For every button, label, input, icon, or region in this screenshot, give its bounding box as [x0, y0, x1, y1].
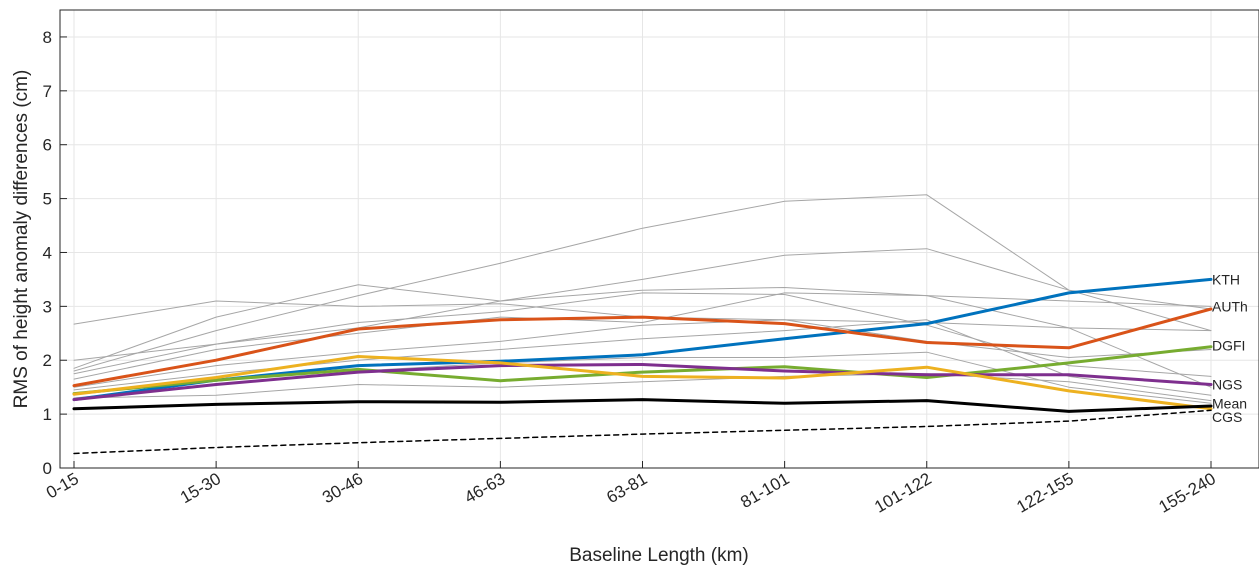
- series-line-dashed: [73, 409, 1212, 455]
- series-end-label: AUTh: [1212, 298, 1248, 314]
- x-tick-label: 15-30: [177, 469, 224, 507]
- grid: [60, 10, 1259, 469]
- plot-frame: [59, 9, 1259, 469]
- y-tick-label: 8: [43, 28, 52, 47]
- y-tick-label: 0: [43, 459, 52, 478]
- y-axis-title: RMS of height anomaly differences (cm): [11, 70, 32, 409]
- series-lines: [72, 194, 1213, 455]
- y-tick-label: 7: [43, 82, 52, 101]
- y-tick-label: 2: [43, 351, 52, 370]
- series-end-label: NGS: [1212, 376, 1242, 392]
- y-tick-label: 1: [43, 405, 52, 424]
- y-tick-label: 5: [43, 190, 52, 209]
- x-tick-label: 101-122: [871, 469, 935, 517]
- y-tick-label: 4: [43, 243, 52, 262]
- x-tick-label: 63-81: [603, 469, 650, 507]
- x-tick-label: 30-46: [319, 469, 366, 507]
- x-tick-label: 155-240: [1155, 469, 1219, 517]
- x-axis-title: Baseline Length (km): [569, 545, 749, 566]
- x-tick-label: 122-155: [1013, 469, 1077, 517]
- series-line-individual: [73, 319, 1212, 388]
- series-line-individual: [73, 373, 1212, 402]
- series-end-label: CGS: [1212, 409, 1242, 425]
- y-tick-label: 6: [43, 136, 52, 155]
- series-line-cgs: [72, 355, 1213, 411]
- series-line-auth: [72, 307, 1213, 388]
- series-line-mean: [72, 398, 1213, 413]
- series-end-label: DGFI: [1212, 338, 1245, 354]
- series-line-individual: [73, 194, 1212, 372]
- x-tick-label: 46-63: [461, 469, 508, 507]
- series-end-label: KTH: [1212, 271, 1240, 287]
- series-end-label: Mean: [1212, 395, 1247, 411]
- series-line-individual: [73, 292, 1212, 388]
- series-line-dgfi: [72, 345, 1213, 396]
- series-line-ngs: [72, 363, 1213, 402]
- series-line-individual: [73, 284, 1212, 369]
- y-tick-label: 3: [43, 297, 52, 316]
- series-line-individual: [73, 248, 1212, 375]
- x-tick-label: 81-101: [737, 469, 792, 512]
